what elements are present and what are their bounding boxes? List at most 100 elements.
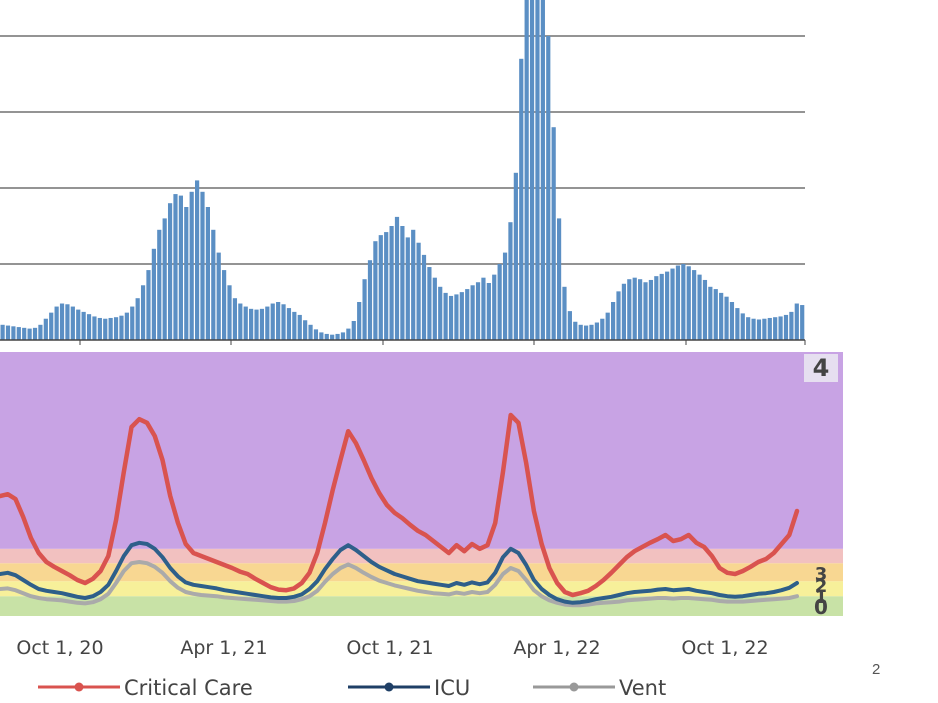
bar-59 [319,332,324,340]
bar-133 [719,292,724,340]
bar-77 [416,242,421,340]
bar-147 [794,303,799,340]
bar-110 [594,322,599,340]
level-label-2: 2 [815,576,828,597]
bar-51 [276,302,281,340]
bar-136 [735,308,740,340]
level-band-4 [0,352,843,549]
bar-138 [746,317,751,340]
bar-27 [146,270,151,340]
series-line-critical-care [0,412,800,598]
level-label-4: 4 [813,354,830,382]
bar-35 [189,191,194,340]
bar-26 [140,285,146,340]
bar-70 [378,235,383,340]
bar-82 [443,292,448,340]
bar-87 [470,285,475,340]
bar-4 [22,327,27,340]
bar-49 [265,306,270,340]
bar-44 [238,303,243,340]
bar-90 [486,283,491,340]
bar-85 [459,292,464,340]
bar-41 [222,270,227,340]
bar-89 [481,277,486,340]
bar-111 [600,318,605,340]
bar-31 [167,203,173,340]
bar-50 [270,303,275,340]
bar-60 [324,333,329,340]
legend: Critical Care ICU Vent [38,676,666,700]
bar-104 [562,286,567,340]
bar-43 [232,298,238,340]
bar-95 [513,172,518,340]
bar-98 [529,0,535,340]
bar-115 [621,283,627,340]
bar-34 [184,207,189,340]
bar-105 [567,311,572,340]
legend-marker-vent [569,682,579,692]
level-band-2 [0,563,843,582]
bar-53 [286,308,292,340]
bar-93 [502,252,508,340]
bar-28 [151,248,156,340]
bar-108 [583,325,589,340]
bar-42 [227,285,232,340]
x-tick-label-oct-1-21: Oct 1, 21 [346,637,433,659]
level-label-4-background [804,354,838,382]
bar-9 [49,312,54,340]
bar-33 [178,195,183,340]
bar-106 [573,321,578,340]
x-tick-label-oct-1-22: Oct 1, 22 [681,637,768,659]
bar-61 [330,334,335,340]
bar-54 [292,311,297,340]
legend-label-critical-care: Critical Care [124,676,253,700]
bar-100 [540,0,545,340]
bar-chart-axis-ticks [79,340,806,345]
bar-116 [627,279,632,340]
legend-label-icu: ICU [434,676,470,700]
x-tick-label-oct-1-20: Oct 1, 20 [16,637,103,659]
x-tick-label-apr-1-22: Apr 1, 22 [513,637,600,659]
x-tick-label-apr-1-21: Apr 1, 21 [180,637,267,659]
bar-88 [475,282,481,340]
bar-120 [648,279,654,340]
bar-86 [465,289,470,340]
bar-83 [448,295,454,340]
bar-96 [519,58,524,341]
bar-40 [216,252,221,340]
bar-146 [789,311,794,340]
bar-8 [43,318,48,340]
bar-69 [373,241,378,340]
bar-127 [686,266,691,340]
bar-148 [800,305,805,340]
bar-99 [535,0,540,340]
bar-140 [756,319,762,340]
series-line-icu [0,540,799,605]
bar-118 [638,279,643,340]
bar-66 [357,302,362,340]
bar-19 [103,318,108,340]
bar-18 [97,317,102,340]
bar-5 [27,328,32,340]
bar-132 [713,289,718,340]
bar-122 [659,273,664,340]
line-chart-level-bands [0,352,843,616]
bar-68 [367,260,373,340]
bar-107 [578,324,583,340]
bar-142 [767,317,772,340]
legend-label-vent: Vent [619,676,666,700]
line-chart-series [0,412,800,608]
bar-3 [16,327,21,340]
bar-113 [611,302,616,340]
bar-38 [205,207,210,340]
bar-58 [313,329,319,340]
bar-29 [157,229,162,340]
bar-141 [762,318,767,340]
bar-32 [173,194,178,340]
bar-67 [362,279,367,340]
bar-135 [729,302,735,340]
bar-81 [438,286,443,340]
bar-91 [492,274,497,340]
bar-126 [681,264,686,340]
